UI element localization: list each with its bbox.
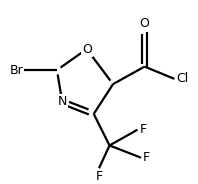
Text: F: F <box>143 151 150 164</box>
Text: F: F <box>95 170 103 183</box>
Text: Cl: Cl <box>176 72 188 85</box>
Text: O: O <box>82 43 92 56</box>
Text: N: N <box>57 95 67 108</box>
Text: Br: Br <box>10 64 24 77</box>
Text: F: F <box>139 123 147 136</box>
Text: O: O <box>140 17 149 30</box>
